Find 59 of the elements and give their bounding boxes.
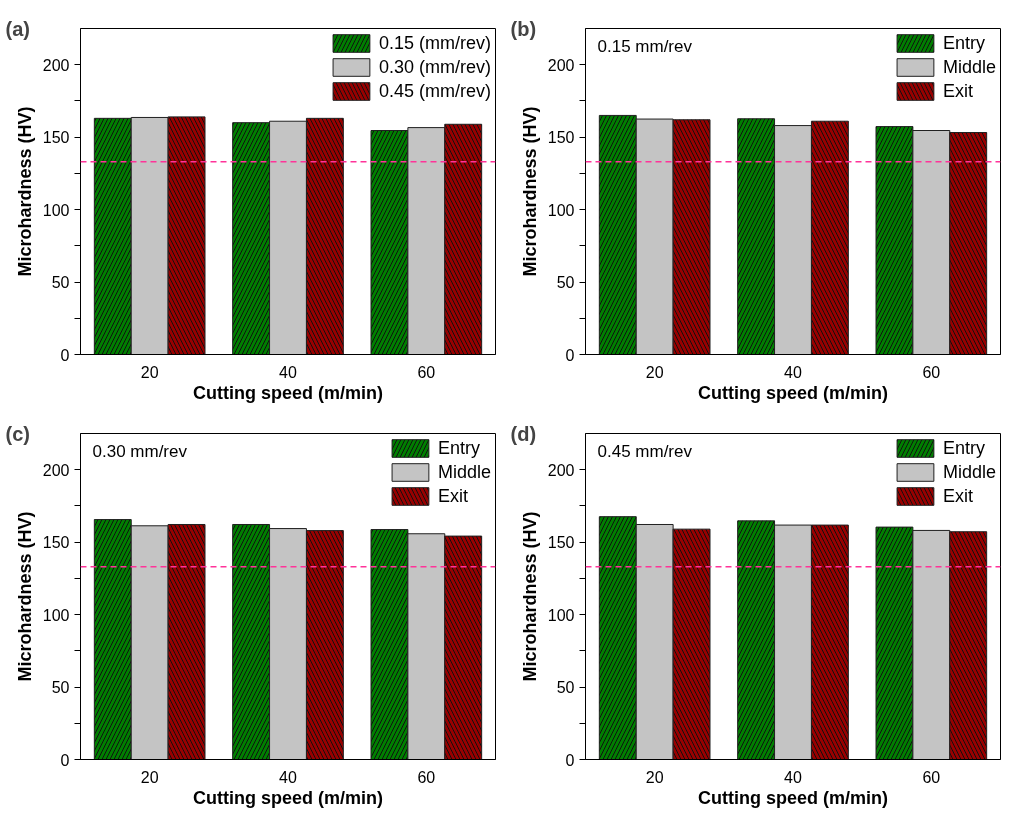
text: (d) <box>510 422 537 445</box>
x-tick-label: 40 <box>784 768 802 786</box>
y-tick-label: 50 <box>51 679 70 697</box>
x-tick-label: 20 <box>645 768 664 786</box>
y-tick-label: 200 <box>547 461 575 479</box>
y-tick-label: 150 <box>42 129 70 147</box>
x-tick-label: 40 <box>279 363 297 381</box>
text: (c) <box>5 422 30 445</box>
x-tick-label: 60 <box>922 363 941 381</box>
x-tick-label: 40 <box>279 768 297 786</box>
y-axis-title: Microhardness (HV) <box>519 511 540 682</box>
y-tick-label: 150 <box>42 534 70 552</box>
text: (b) <box>510 17 537 40</box>
y-tick-label: 50 <box>51 274 70 292</box>
x-tick-label: 60 <box>922 768 941 786</box>
y-tick-label: 200 <box>547 56 575 74</box>
x-tick-label: 20 <box>140 363 159 381</box>
text: (a) <box>5 17 30 40</box>
x-tick-label: 40 <box>784 363 802 381</box>
y-axis-title: Microhardness (HV) <box>14 106 35 277</box>
y-axis-title: Microhardness (HV) <box>519 106 540 277</box>
legend-label: Middle <box>437 461 491 483</box>
legend-label: 0.45 (mm/rev) <box>378 80 491 102</box>
x-tick-label: 20 <box>645 363 664 381</box>
x-axis-title: Cutting speed (m/min) <box>698 382 888 403</box>
legend-label: Exit <box>942 485 973 507</box>
legend-label: Entry <box>942 437 985 459</box>
y-tick-label: 50 <box>556 274 575 292</box>
y-tick-label: 0 <box>565 346 575 364</box>
y-tick-label: 50 <box>556 679 575 697</box>
annotation: 0.30 mm/rev <box>92 441 188 461</box>
x-tick-label: 60 <box>417 363 436 381</box>
y-tick-label: 0 <box>60 751 70 769</box>
y-tick-label: 150 <box>547 534 575 552</box>
legend-label: Exit <box>437 485 468 507</box>
y-tick-label: 100 <box>42 201 70 219</box>
y-tick-label: 0 <box>565 751 575 769</box>
x-tick-label: 20 <box>140 768 159 786</box>
legend-label: Exit <box>942 80 973 102</box>
x-axis-title: Cutting speed (m/min) <box>193 787 383 808</box>
y-tick-label: 100 <box>547 606 575 624</box>
y-tick-label: 200 <box>42 461 70 479</box>
y-tick-label: 200 <box>42 56 70 74</box>
legend-label: Entry <box>437 437 480 459</box>
x-axis-title: Cutting speed (m/min) <box>698 787 888 808</box>
x-tick-label: 60 <box>417 768 436 786</box>
annotation: 0.45 mm/rev <box>597 441 693 461</box>
x-axis-title: Cutting speed (m/min) <box>193 382 383 403</box>
y-tick-label: 150 <box>547 129 575 147</box>
legend-label: 0.30 (mm/rev) <box>378 56 491 78</box>
y-tick-label: 100 <box>547 201 575 219</box>
y-tick-label: 0 <box>60 346 70 364</box>
legend-label: Middle <box>942 461 996 483</box>
legend-label: Middle <box>942 56 996 78</box>
legend-label: 0.15 (mm/rev) <box>378 32 491 54</box>
annotation: 0.15 mm/rev <box>597 36 693 56</box>
y-axis-title: Microhardness (HV) <box>14 511 35 682</box>
y-tick-label: 100 <box>42 606 70 624</box>
legend-label: Entry <box>942 32 985 54</box>
